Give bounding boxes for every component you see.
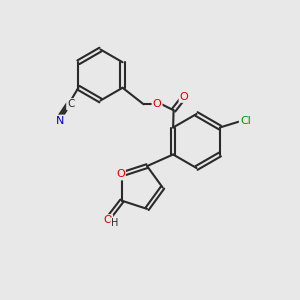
Text: O: O xyxy=(116,169,125,179)
Text: H: H xyxy=(112,218,119,228)
Text: O: O xyxy=(153,99,161,109)
Text: O: O xyxy=(180,92,188,102)
Text: C: C xyxy=(67,99,75,109)
Text: N: N xyxy=(56,116,64,126)
Text: O: O xyxy=(103,215,112,225)
Text: Cl: Cl xyxy=(240,116,251,127)
